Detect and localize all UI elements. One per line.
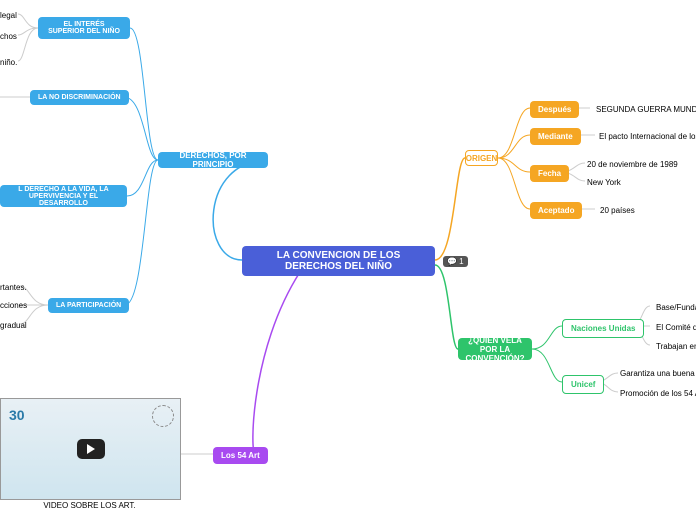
origen-aceptado[interactable]: Aceptado	[530, 202, 582, 219]
nac-d2: El Comité de	[656, 323, 696, 332]
origen-mediante[interactable]: Mediante	[530, 128, 581, 145]
origen-despues-detail: SEGUNDA GUERRA MUNDIAL	[596, 105, 696, 114]
vida-node[interactable]: L DERECHO A LA VIDA, LA UPERVIVENCIA Y E…	[0, 185, 127, 207]
center-label: LA CONVENCION DE LOS DERECHOS DEL NIÑO	[250, 250, 427, 272]
origen-label: ORIGEN	[466, 154, 498, 163]
center-node[interactable]: LA CONVENCION DE LOS DERECHOS DEL NIÑO	[242, 246, 435, 276]
origen-aceptado-detail: 20 países	[600, 206, 635, 215]
uni-d2: Promoción de los 54 Art de	[620, 389, 696, 398]
nac-d3: Trabajan en f	[656, 342, 696, 351]
origen-fecha[interactable]: Fecha	[530, 165, 569, 182]
part-d2: cciones	[0, 301, 27, 310]
participacion-node[interactable]: LA PARTICIPACIÓN	[48, 298, 129, 313]
int-d3: niño.	[0, 58, 17, 67]
nac-d1: Base/Fundam	[656, 303, 696, 312]
interes-node[interactable]: EL INTERÉS SUPERIOR DEL NIÑO	[38, 17, 130, 39]
nodiscrim-node[interactable]: LA NO DISCRIMINACIÓN	[30, 90, 129, 105]
play-icon	[77, 439, 105, 459]
origen-despues[interactable]: Después	[530, 101, 579, 118]
quien-node[interactable]: ¿QUIÉN VELA POR LA CONVENCIÓN?	[458, 338, 532, 360]
part-d1: rtantes.	[0, 283, 27, 292]
derechos-node[interactable]: DERECHOS, POR PRINCIPIO	[158, 152, 268, 168]
quien-label: ¿QUIÉN VELA POR LA CONVENCIÓN?	[465, 336, 524, 363]
derechos-label: DERECHOS, POR PRINCIPIO	[166, 151, 260, 169]
art54-label: Los 54 Art	[221, 451, 260, 460]
comment-badge[interactable]: 💬 1	[443, 256, 468, 267]
unicef-node[interactable]: Unicef	[562, 375, 604, 394]
origen-mediante-detail: El pacto Internacional de los Derec	[599, 132, 696, 141]
origen-fecha-d2: New York	[587, 178, 621, 187]
uni-d1: Garantiza una buena calid	[620, 369, 696, 378]
video-thumbnail[interactable]: 30	[0, 398, 181, 500]
naciones-node[interactable]: Naciones Unidas	[562, 319, 644, 338]
part-d3: gradual	[0, 321, 27, 330]
origen-node[interactable]: ORIGEN	[465, 150, 498, 166]
int-d2: chos	[0, 32, 17, 41]
int-d1: legal	[0, 11, 17, 20]
art54-node[interactable]: Los 54 Art	[213, 447, 268, 464]
origen-fecha-d1: 20 de noviembre de 1989	[587, 160, 678, 169]
video-caption: VIDEO SOBRE LOS ART.	[0, 501, 179, 510]
